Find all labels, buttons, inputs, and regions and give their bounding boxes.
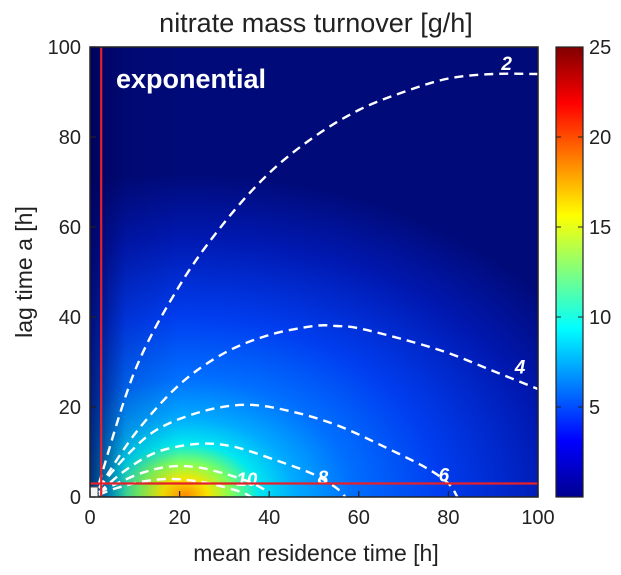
colorbar-tick-label: 15 [589, 217, 611, 239]
x-tick-label: 20 [168, 507, 190, 529]
y-tick-label: 0 [70, 487, 81, 509]
model-annotation: exponential [116, 64, 266, 94]
contour-line [98, 477, 252, 497]
contour-label: 8 [318, 468, 329, 489]
contour-line [98, 403, 459, 497]
y-tick-label: 20 [59, 397, 81, 419]
contour-label: 2 [500, 54, 512, 75]
colorbar-tick-label: 10 [589, 307, 611, 329]
contour-line [98, 442, 347, 497]
x-axis-ticks: 0 20 40 60 80 100 [84, 491, 555, 529]
plot-frame [89, 46, 539, 498]
contour-label: 4 [514, 358, 526, 379]
colorbar-tick-label: 5 [589, 397, 600, 419]
y-tick-label: 80 [59, 127, 81, 149]
x-tick-label: 100 [521, 507, 554, 529]
highlight-lines [90, 47, 538, 497]
contour-line [97, 324, 538, 489]
origin-corner-marker [90, 486, 99, 497]
y-axis-label: lag time a [h] [11, 206, 37, 338]
heatmap-left-shade [90, 47, 538, 497]
colorbar-ticks: 5 10 15 20 25 [556, 37, 611, 419]
x-tick-label: 80 [437, 507, 459, 529]
colorbar-tick-label: 25 [589, 37, 611, 59]
contour-label: 10 [236, 470, 258, 491]
x-axis-label: mean residence time [h] [193, 540, 438, 566]
contour-label: 6 [439, 466, 450, 487]
heatmap-plot-area: 2 4 6 8 10 [90, 47, 538, 497]
y-tick-label: 60 [59, 217, 81, 239]
y-axis-ticks: 0 20 40 60 80 100 [48, 37, 96, 509]
chart-title: nitrate mass turnover [g/h] [159, 8, 473, 38]
x-tick-label: 40 [258, 507, 280, 529]
x-tick-label: 0 [84, 507, 95, 529]
contour-line [97, 72, 538, 484]
x-tick-label: 60 [348, 507, 370, 529]
colorbar [555, 46, 584, 498]
y-tick-label: 40 [59, 307, 81, 329]
y-tick-label: 100 [48, 37, 81, 59]
colorbar-tick-label: 20 [589, 127, 611, 149]
